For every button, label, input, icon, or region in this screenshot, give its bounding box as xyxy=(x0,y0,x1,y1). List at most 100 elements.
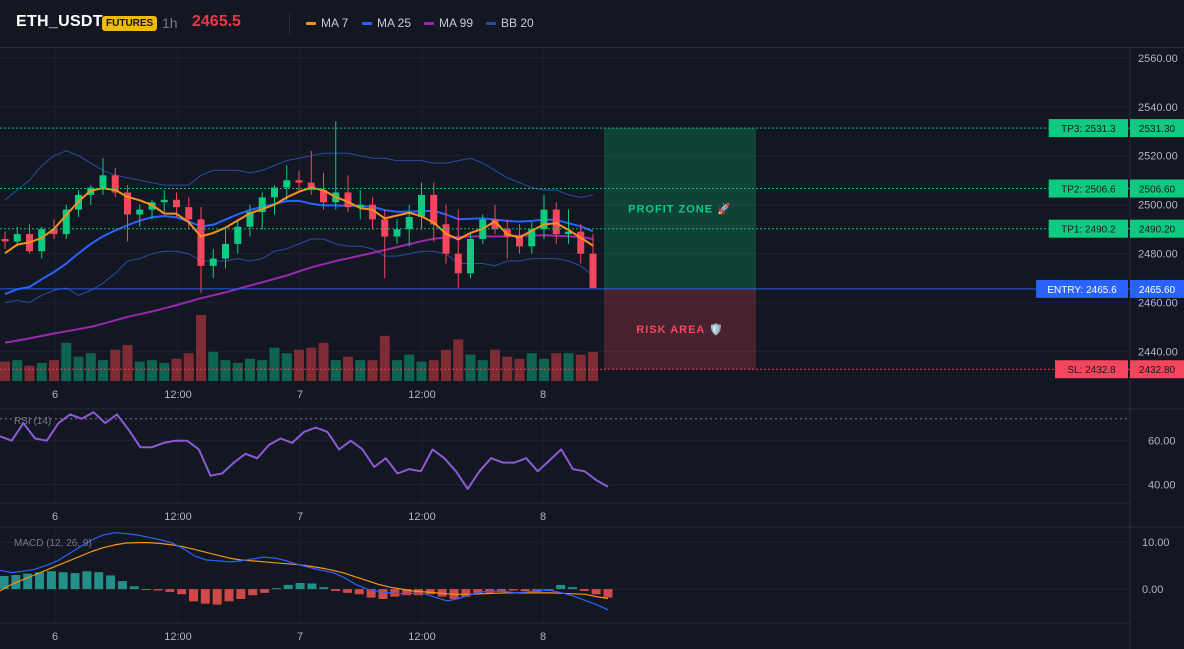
legend-bb20[interactable]: BB 20 xyxy=(486,16,534,30)
macd-histogram-bar xyxy=(354,589,364,595)
volume-bar xyxy=(183,353,194,381)
candle xyxy=(393,219,401,244)
macd-histogram-bar xyxy=(544,589,554,591)
trade-level-tag xyxy=(1055,360,1128,379)
candle xyxy=(1,231,9,249)
candle xyxy=(418,182,425,230)
macd-histogram-bar xyxy=(414,589,424,596)
candle-body xyxy=(124,192,131,215)
volume-bar xyxy=(220,360,231,381)
candle xyxy=(209,248,217,279)
volume-bar xyxy=(588,351,598,381)
trade-level-tag xyxy=(1048,119,1128,138)
macd-tick-label: 10.00 xyxy=(1142,537,1170,549)
candle-body xyxy=(295,180,303,183)
macd-histogram-bar xyxy=(165,589,175,592)
ma25-swatch xyxy=(362,21,372,25)
legend-ma25[interactable]: MA 25 xyxy=(362,16,411,30)
volume-bar xyxy=(318,342,329,381)
candle-body xyxy=(356,204,364,208)
candle xyxy=(13,226,21,247)
rsi-tick-label: 40.00 xyxy=(1148,479,1176,491)
ma7-swatch xyxy=(306,21,316,25)
time-tick-label: 8 xyxy=(540,389,546,401)
macd-time-tick-label: 8 xyxy=(540,631,546,643)
legend-bb20-label: BB 20 xyxy=(501,16,534,30)
trade-level-tag-label: SL: 2432.8 xyxy=(1067,365,1116,376)
volume-bar xyxy=(306,347,317,381)
candle-body xyxy=(540,209,548,230)
candle-body xyxy=(405,216,413,230)
macd-histogram-bar xyxy=(94,572,104,590)
macd-histogram-bar xyxy=(58,572,68,590)
candle xyxy=(197,207,205,293)
legend-ma7-label: MA 7 xyxy=(321,16,349,30)
volume-bar xyxy=(98,360,108,381)
trade-price-tag xyxy=(1130,219,1184,238)
price-tick-label: 2500.00 xyxy=(1138,200,1178,212)
macd-histogram-bar xyxy=(248,589,258,596)
trade-price-tag-label: 2490.20 xyxy=(1139,225,1176,236)
candle-body xyxy=(234,226,242,244)
macd-histogram-bar xyxy=(579,589,589,591)
price-tick-label: 2540.00 xyxy=(1138,102,1178,114)
volume-bar xyxy=(85,353,96,381)
candle xyxy=(136,204,144,227)
volume-bar xyxy=(122,344,133,381)
candle xyxy=(234,219,242,254)
trade-price-tag-label: 2506.60 xyxy=(1139,185,1176,196)
candle-body xyxy=(136,209,144,215)
legend-ma99[interactable]: MA 99 xyxy=(424,16,473,30)
macd-histogram-bar xyxy=(473,589,483,595)
header-divider xyxy=(289,14,290,34)
candle xyxy=(283,165,291,200)
time-tick-label: 6 xyxy=(52,389,58,401)
macd-histogram-bar xyxy=(200,589,210,604)
trade-price-tag-label: 2432.80 xyxy=(1139,365,1176,376)
trade-level-tag-label: TP1: 2490.2 xyxy=(1061,225,1116,236)
bb-lower-line xyxy=(4,238,594,304)
candle xyxy=(467,231,474,279)
candle-body xyxy=(13,234,21,242)
profit-zone xyxy=(604,128,756,289)
trade-level-tag-label: TP2: 2506.6 xyxy=(1061,185,1116,196)
macd-histogram-bar xyxy=(366,589,376,598)
macd-histogram-bar xyxy=(556,584,566,590)
trade-price-tag xyxy=(1130,119,1184,138)
volume-bar xyxy=(61,342,72,381)
symbol-title[interactable]: ETH_USDT xyxy=(16,13,103,30)
volume-bar xyxy=(294,349,304,381)
macd-histogram-bar xyxy=(260,589,270,593)
timeframe-label[interactable]: 1h xyxy=(162,15,178,31)
volume-bar xyxy=(514,358,525,381)
macd-signal-line xyxy=(0,541,609,600)
candle-body xyxy=(160,199,168,203)
macd-histogram-bar xyxy=(331,589,341,591)
candle xyxy=(565,209,572,244)
candle xyxy=(381,209,389,279)
candle-body xyxy=(111,175,119,193)
macd-histogram-bar xyxy=(295,582,305,590)
volume-bar xyxy=(269,347,280,381)
macd-histogram-bar xyxy=(520,589,530,591)
volume-bar xyxy=(379,335,390,381)
macd-line xyxy=(0,532,609,611)
candle xyxy=(222,226,229,269)
legend-ma7[interactable]: MA 7 xyxy=(306,16,348,30)
volume-bar xyxy=(355,360,366,381)
volume-bar xyxy=(465,354,476,381)
volume-bar xyxy=(416,361,427,381)
rsi-time-tick-label: 12:00 xyxy=(164,511,192,523)
macd-histogram-bar xyxy=(591,589,601,595)
macd-histogram-bar xyxy=(153,589,163,591)
candle-body xyxy=(283,180,291,188)
ma7-line xyxy=(4,186,594,255)
candle-body xyxy=(577,231,585,254)
candle-body xyxy=(516,236,523,247)
candle xyxy=(124,185,131,242)
candle-body xyxy=(320,190,327,203)
candle-body xyxy=(430,194,438,225)
candle xyxy=(577,224,585,264)
candle xyxy=(344,175,352,213)
